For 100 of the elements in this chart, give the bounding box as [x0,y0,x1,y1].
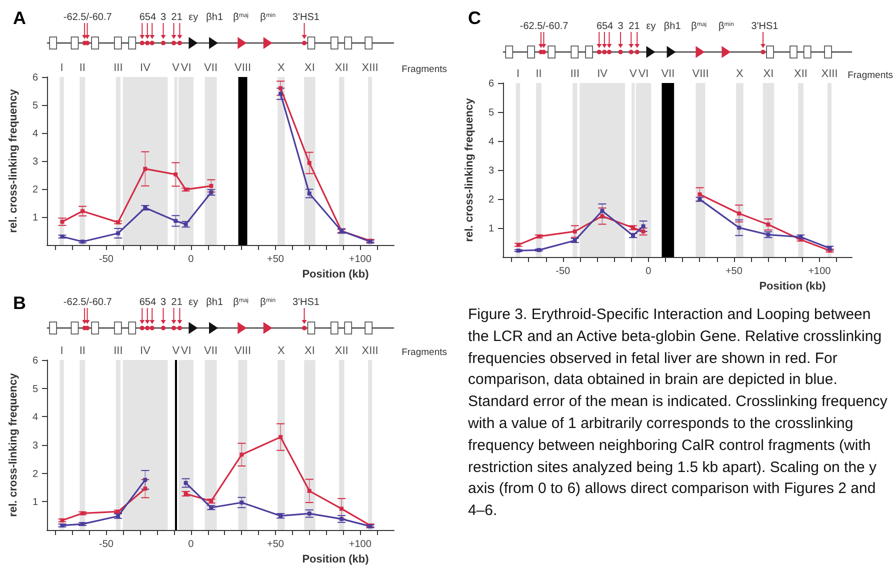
text: 654 [139,297,156,308]
band-label: VIII [692,68,709,80]
point [80,209,85,214]
x-tick-label: +100 [348,254,372,265]
text: β$^{min}$ [260,12,276,23]
y-axis-title: rel. cross-linking frequency [464,97,476,242]
y-tick-label: 5 [32,384,38,395]
y-tick-label: 6 [32,356,38,366]
point [209,184,214,188]
point [600,208,604,213]
chart-title: B [13,293,26,313]
text: 3'HS1 [292,297,320,308]
x-tick-label: -50 [99,539,114,550]
y-tick-label: 1 [32,497,38,508]
x-tick-label: 0 [646,266,652,277]
text: β$^{min}$ [260,297,276,308]
y-tick-label: 4 [32,412,38,424]
text: Figure 3. Erythroid-Specific Interaction and Looping between the LCR and an Active beta-globin Gene. Relative crosslinking frequencies observed in fetal liver are shown in red. For comparison, data obtained in brain are depicted in blue. Standard error of the mean is indicated. Crosslinking frequency with a value of 1 arbitrarily corresponds to the crosslinking frequency between neighboring CalR control fragments (with restriction sites analyzed being 1.5 kb apart). Scaling on the y axis (from 0 to 6) allows direct comparison with Figures 2 and 4–6. [468,306,888,520]
y-tick-label: 1 [32,212,38,224]
x-tick-label: +100 [348,539,372,550]
text: βh1 [206,12,224,23]
point [307,488,312,493]
x-axis-title: Position (kb) [759,280,826,292]
band-label: XI [763,68,774,80]
band-label: XII [334,62,348,74]
band-label: VIII [234,62,252,74]
x-tick-label: +100 [808,266,832,277]
y-axis-title: rel. cross-linking frequency [8,88,20,233]
text: 3 [618,21,624,32]
band-label: X [736,68,744,80]
y-tick-label: 2 [32,468,38,480]
band-label: X [278,62,286,74]
point [278,86,283,90]
point [572,229,577,234]
text: 654 [139,12,156,23]
text: 654 [596,21,614,32]
band-label: VI [638,68,649,80]
band-label: X [278,345,286,357]
point [641,224,646,228]
text: β$^{maj}$ [233,297,249,308]
point [240,452,244,457]
point [307,160,312,165]
band-label: XIII [821,68,838,80]
y-tick-label: 3 [32,440,38,452]
point [174,218,178,223]
text: -62.5/-60.7 [63,12,112,23]
y-tick-label: 4 [32,128,38,140]
point [600,214,604,218]
point [143,478,148,482]
text: 3'HS1 [292,12,320,23]
band-label: II [79,345,86,357]
point [278,92,283,96]
y-axis-title: rel. cross-linking frequency [8,372,20,517]
text: 3'HS1 [751,21,779,32]
band-label: XI [304,62,315,74]
x-tick-label: -50 [99,254,114,265]
band-label: XIII [362,62,378,74]
band-label: I [516,68,520,80]
text: Fragments [402,64,448,75]
band-label: XII [334,345,348,357]
y-tick-label: 3 [32,156,38,168]
band-label: VII [661,68,675,80]
band-label: VII [204,345,218,357]
band-label: XII [794,68,808,80]
chart-title: A [13,8,26,28]
text: 21 [628,21,640,32]
text: β$^{maj}$ [691,21,707,32]
x-tick-label: 0 [188,539,194,550]
band-label: V [172,62,180,74]
band-label: III [570,68,580,80]
band-label: VII [204,62,218,74]
band-label: XIII [362,345,378,357]
band-label: IV [140,62,152,74]
band-label: III [114,345,123,357]
point [184,480,188,485]
band-label: VIII [234,345,252,357]
band-label: V [630,68,638,80]
y-tick-label: 6 [488,78,494,90]
point [307,512,312,516]
text: εy [188,12,198,23]
x-tick-label: +50 [725,266,743,277]
chart-title: C [468,8,481,28]
y-tick-label: 6 [32,72,38,84]
point [307,191,312,196]
x-axis-title: Position (kb) [302,554,370,566]
text: β$^{maj}$ [233,12,249,23]
x-axis-title: Position (kb) [302,268,370,280]
text: Fragments [402,347,448,358]
y-tick-label: 1 [488,224,494,234]
band-label: IV [140,345,152,357]
x-tick-label: 0 [188,254,194,265]
band-label: XI [304,345,315,357]
y-tick-label: 5 [488,108,494,118]
point [737,212,742,216]
band-label: II [79,62,86,74]
point [340,506,344,511]
y-tick-label: 2 [32,184,38,196]
y-tick-label: 3 [488,166,494,176]
text: Fragments [848,70,894,81]
x-tick-label: +50 [267,254,284,265]
